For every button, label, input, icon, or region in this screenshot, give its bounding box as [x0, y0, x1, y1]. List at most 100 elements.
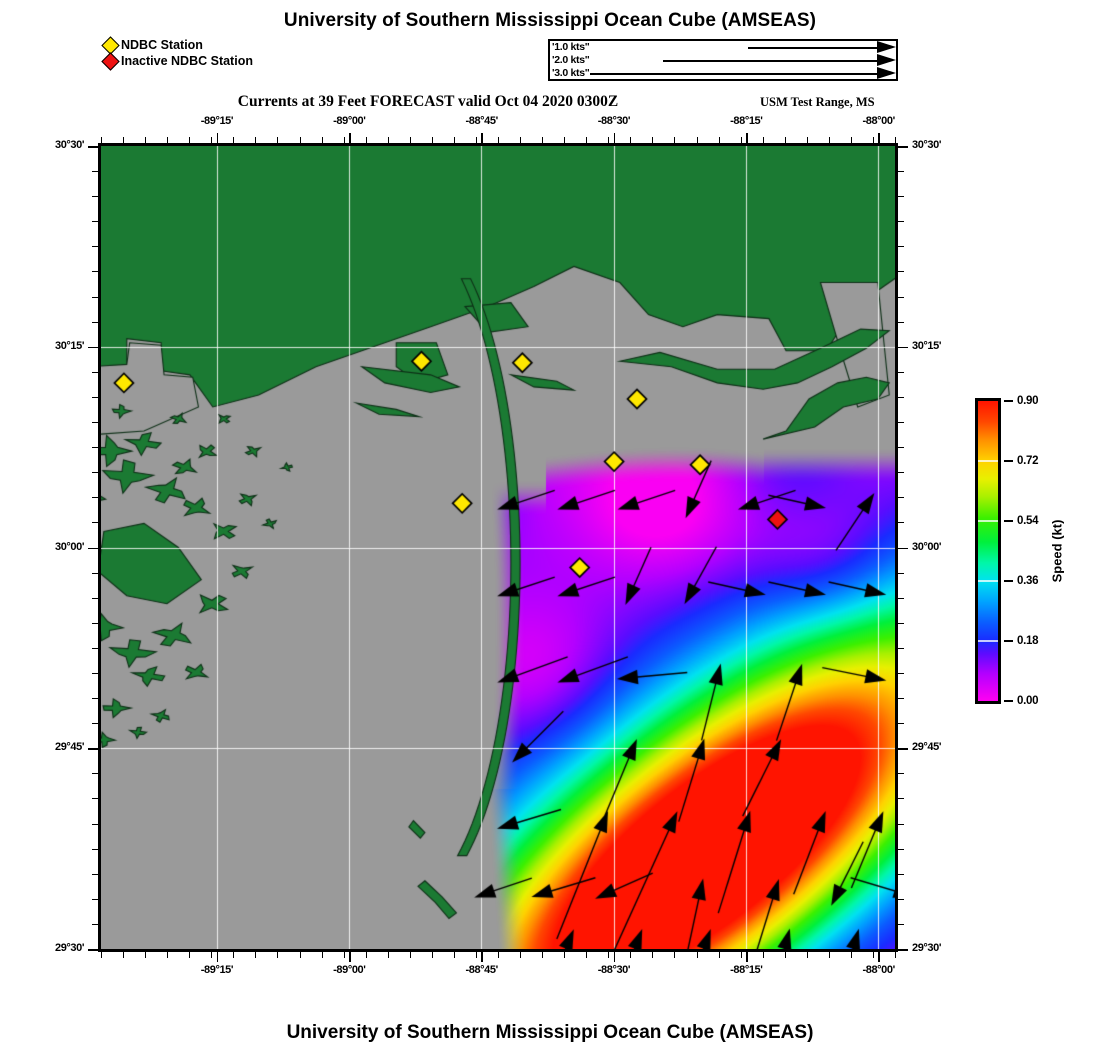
y-major-tick [88, 949, 98, 951]
colorbar-tick [1004, 580, 1013, 582]
x-minor-tick [872, 952, 874, 958]
y-minor-tick [898, 923, 904, 925]
x-minor-tick [101, 952, 102, 958]
scale-row: '1.0 kts" [550, 41, 896, 54]
x-axis-label: -88°30' [597, 964, 631, 976]
x-minor-tick [895, 952, 896, 958]
x-major-tick [216, 952, 219, 962]
x-axis-label: -89°15' [200, 115, 234, 127]
y-minor-tick [898, 196, 904, 198]
x-minor-tick [718, 952, 720, 958]
y-minor-tick [898, 672, 904, 674]
y-minor-tick [898, 321, 904, 323]
x-axis-label: -88°45' [465, 964, 498, 976]
y-major-tick [88, 748, 98, 750]
y-minor-tick [898, 823, 904, 825]
y-axis-label: 30°30' [55, 139, 85, 151]
y-major-tick [88, 146, 98, 148]
y-axis-label: 29°30' [912, 942, 942, 954]
x-axis-label: -88°45' [465, 115, 498, 127]
y-minor-tick [898, 422, 904, 424]
y-minor-tick [898, 622, 904, 624]
colorbar-tick-label: 0.36 [1017, 575, 1039, 587]
x-minor-tick [343, 952, 345, 958]
x-minor-tick [542, 952, 544, 958]
x-major-tick [746, 952, 748, 962]
x-minor-tick [475, 952, 477, 958]
x-minor-tick [674, 952, 676, 958]
y-minor-tick [898, 597, 904, 599]
chart-subtitle: Currents at 39 Feet FORECAST valid Oct 0… [237, 93, 619, 110]
diamond-marker-icon [101, 52, 120, 71]
x-minor-tick [850, 952, 852, 958]
scale-label-3: '3.0 kts" [552, 67, 591, 79]
scale-label-2: '2.0 kts" [552, 54, 591, 66]
y-minor-tick [898, 296, 904, 298]
y-minor-tick [898, 271, 904, 273]
y-major-tick [898, 346, 908, 349]
x-minor-tick [630, 952, 632, 958]
y-minor-tick [898, 522, 904, 524]
y-major-tick [88, 346, 98, 349]
colorbar-tick-label: 0.90 [1017, 395, 1039, 407]
colorbar-inner-gridline [978, 520, 998, 522]
y-minor-tick [898, 547, 904, 549]
y-minor-tick [898, 396, 904, 398]
y-minor-tick [898, 221, 904, 223]
x-minor-tick [520, 952, 522, 958]
current-speed-heatmap [101, 146, 895, 949]
y-minor-tick [898, 146, 904, 147]
colorbar-tick [1004, 700, 1013, 702]
colorbar-tick [1004, 460, 1013, 462]
x-axis-label: -88°00' [862, 964, 895, 976]
x-minor-tick [167, 952, 169, 958]
x-minor-tick [365, 952, 367, 958]
x-minor-tick [564, 952, 566, 958]
y-axis-label: 30°15' [55, 339, 85, 352]
x-major-tick [481, 952, 484, 962]
x-major-tick [878, 133, 881, 143]
colorbar-title: Speed (kt) [1049, 519, 1065, 583]
x-minor-tick [431, 952, 433, 958]
station-legend: NDBC Station Inactive NDBC Station [101, 36, 253, 71]
y-major-tick [898, 547, 908, 550]
y-minor-tick [898, 572, 904, 574]
x-axis-label: -88°15' [730, 115, 763, 127]
scale-row: '2.0 kts" [550, 54, 896, 67]
arrow-head-icon [877, 41, 896, 53]
x-minor-tick [806, 952, 808, 958]
colorbar-tick [1004, 520, 1013, 522]
x-major-tick [878, 952, 881, 962]
colorbar-tick-label: 0.00 [1017, 695, 1039, 707]
x-major-tick [481, 133, 484, 143]
x-major-tick [613, 133, 616, 143]
colorbar-tick-label: 0.54 [1017, 515, 1039, 527]
x-minor-tick [189, 952, 191, 958]
y-minor-tick [898, 748, 904, 750]
y-minor-tick [898, 171, 904, 173]
x-major-tick [349, 133, 351, 143]
x-minor-tick [409, 952, 411, 958]
x-minor-tick [255, 952, 257, 958]
x-minor-tick [211, 952, 213, 958]
x-major-tick [216, 133, 219, 143]
map-plot-area[interactable] [98, 143, 898, 952]
y-minor-tick [898, 898, 904, 900]
x-axis-label: -89°00' [333, 115, 366, 127]
x-minor-tick [652, 952, 654, 958]
x-axis-label: -88°15' [730, 964, 763, 976]
x-minor-tick [696, 952, 698, 958]
x-axis-label: -88°00' [862, 115, 895, 127]
x-minor-tick [762, 952, 764, 958]
y-minor-tick [898, 773, 904, 775]
scale-row: '3.0 kts" [550, 67, 896, 80]
scale-line [578, 73, 878, 75]
y-minor-tick [898, 246, 904, 248]
colorbar-tick-label: 0.18 [1017, 635, 1039, 647]
x-minor-tick [586, 952, 588, 958]
y-minor-tick [898, 848, 904, 850]
y-axis-label: 30°00' [55, 540, 85, 553]
scale-line [748, 47, 878, 49]
colorbar-inner-gridline [978, 460, 998, 462]
colorbar-gradient [975, 398, 1001, 704]
